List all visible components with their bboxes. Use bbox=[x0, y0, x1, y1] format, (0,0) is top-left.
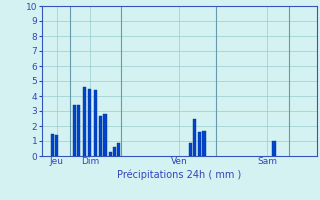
Bar bbox=[73, 105, 76, 156]
Bar bbox=[113, 147, 116, 156]
Bar bbox=[103, 114, 107, 156]
Bar bbox=[188, 142, 192, 156]
Bar bbox=[193, 118, 196, 156]
Bar bbox=[117, 143, 120, 156]
Bar bbox=[88, 88, 92, 156]
Bar bbox=[83, 87, 86, 156]
Bar bbox=[55, 135, 58, 156]
Bar bbox=[99, 116, 102, 156]
Bar bbox=[51, 134, 54, 156]
Bar bbox=[109, 152, 112, 156]
Bar bbox=[77, 105, 80, 156]
Bar bbox=[198, 132, 202, 156]
Bar bbox=[273, 141, 276, 156]
X-axis label: Précipitations 24h ( mm ): Précipitations 24h ( mm ) bbox=[117, 169, 241, 180]
Bar bbox=[94, 90, 97, 156]
Bar bbox=[202, 130, 206, 156]
